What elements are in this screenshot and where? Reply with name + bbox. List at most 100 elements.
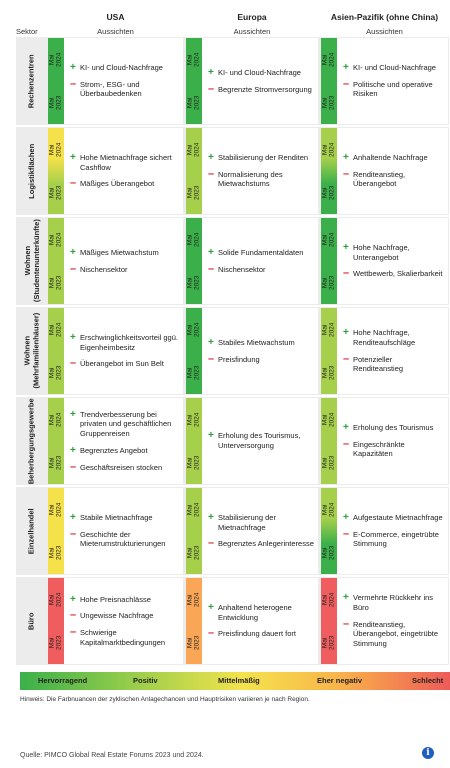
- outlook-cell: Mai 2024 Mai 2023 + Hohe Mietnachfrage sich…: [48, 128, 183, 214]
- year-label-text: Mai 2024: [321, 322, 335, 337]
- plus-icon: +: [208, 246, 214, 258]
- year-label-text: Mai 2024: [48, 412, 62, 427]
- year-label-text: Mai 2023: [186, 95, 200, 110]
- year-2023-label: Mai 2023: [186, 171, 202, 214]
- year-label-text: Mai 2024: [48, 502, 62, 517]
- year-2023-label: Mai 2023: [321, 351, 337, 394]
- year-label-text: Mai 2024: [186, 592, 200, 607]
- item-text: E-Commerce, eingetrübte Stimmung: [353, 529, 439, 549]
- outlook-cell: Mai 2024 Mai 2023 + KI- und Cloud-Nachfrage…: [321, 38, 448, 124]
- year-label-text: Mai 2024: [48, 52, 62, 67]
- item-text: Begrenzte Stromversorgung: [218, 84, 312, 94]
- cell-items: + Stabile Mietnachfrage – Geschichte der Mi…: [70, 488, 179, 574]
- opportunity-item: + Aufgestaute Mietnachfrage: [343, 512, 444, 523]
- risk-item: – Normalisierung des Mietwachstums: [208, 168, 314, 190]
- year-label-text: Mai 2024: [186, 52, 200, 67]
- outlook-cell: Mai 2024 Mai 2023 + Anhaltende Nachfrage – Re…: [321, 128, 448, 214]
- outlook-cell: Mai 2024 Mai 2023 + Vermehrte Rückkehr ins …: [321, 578, 448, 664]
- plus-icon: +: [343, 241, 349, 253]
- rating-bar: Mai 2024 Mai 2023: [48, 578, 64, 664]
- legend-label: Schlecht: [412, 676, 444, 685]
- year-label-text: Mai 2023: [186, 275, 200, 290]
- rating-bar: Mai 2024 Mai 2023: [48, 488, 64, 574]
- item-text: Erschwinglichkeitsvorteil ggü. Eigenheim…: [80, 332, 178, 352]
- plus-icon: +: [70, 408, 76, 420]
- year-2024-label: Mai 2024: [48, 38, 64, 81]
- plus-icon: +: [208, 511, 214, 523]
- outlook-cell: Mai 2024 Mai 2023 + Stabiles Mietwachstum – P…: [186, 308, 318, 394]
- year-label-text: Mai 2024: [321, 142, 335, 157]
- year-2024-label: Mai 2024: [186, 128, 202, 171]
- year-label-text: Mai 2024: [321, 592, 335, 607]
- outlook-cell: Mai 2024 Mai 2023 + Anhaltend heterogene En…: [186, 578, 318, 664]
- outlook-cell: Mai 2024 Mai 2023 + Erholung des Tourismus,…: [186, 398, 318, 484]
- risk-item: – E-Commerce, eingetrübte Stimmung: [343, 527, 444, 550]
- item-text: Solide Fundamentaldaten: [218, 247, 304, 257]
- item-text: Normalisierung des Mietwachstums: [218, 169, 283, 189]
- opportunity-item: + Solide Fundamentaldaten: [208, 246, 314, 258]
- year-label-text: Mai 2023: [48, 275, 62, 290]
- year-label-text: Mai 2023: [48, 545, 62, 560]
- year-label-text: Mai 2024: [186, 412, 200, 427]
- year-2024-label: Mai 2024: [48, 218, 64, 261]
- opportunity-item: + KI- und Cloud-Nachfrage: [343, 61, 444, 73]
- rating-bar: Mai 2024 Mai 2023: [186, 128, 202, 214]
- opportunity-item: + Trendverbesserung bei privaten und gesc…: [70, 408, 179, 439]
- info-icon[interactable]: i: [422, 747, 434, 759]
- outlook-cell: Mai 2024 Mai 2023 + Solide Fundamentaldaten…: [186, 218, 318, 304]
- rating-bar: Mai 2024 Mai 2023: [48, 308, 64, 394]
- opportunity-item: + Anhaltende Nachfrage: [343, 152, 444, 163]
- risk-item: – Eingeschränkte Kapazitäten: [343, 437, 444, 460]
- minus-icon: –: [208, 627, 215, 640]
- year-label-text: Mai 2023: [186, 185, 200, 200]
- item-text: Hohe Nachfrage, Renditeaufschläge: [353, 328, 416, 347]
- year-label-text: Mai 2023: [48, 365, 62, 380]
- item-text: Hohe Preisnachlässe: [80, 594, 151, 604]
- risk-item: – Begrenztes Anlegerinteresse: [208, 538, 314, 549]
- year-label-text: Mai 2023: [48, 455, 62, 470]
- risk-item: – Renditeanstieg, Überangebot: [343, 168, 444, 190]
- year-label-text: Mai 2023: [186, 635, 200, 650]
- year-2023-label: Mai 2023: [186, 531, 202, 574]
- year-2023-label: Mai 2023: [48, 531, 64, 574]
- item-text: Erholung des Tourismus: [353, 422, 434, 432]
- region-header-europa: Europa: [237, 12, 267, 22]
- item-text: Mäßiges Mietwachstum: [80, 247, 159, 257]
- item-text: Preisfindung dauert fort: [218, 629, 296, 639]
- outlook-cell: Mai 2024 Mai 2023 + Aufgestaute Mietnachfra…: [321, 488, 448, 574]
- year-2023-label: Mai 2023: [48, 441, 64, 484]
- rating-bar: Mai 2024 Mai 2023: [321, 218, 337, 304]
- plus-icon: +: [70, 593, 76, 605]
- year-label-text: Mai 2024: [186, 502, 200, 517]
- plus-icon: +: [343, 421, 349, 433]
- opportunity-item: + Hohe Nachfrage, Renditeaufschläge: [343, 328, 444, 348]
- rating-bar: Mai 2024 Mai 2023: [48, 38, 64, 124]
- cell-items: + Hohe Nachfrage, Renditeaufschläge – Poten…: [343, 308, 444, 394]
- minus-icon: –: [70, 460, 77, 473]
- item-text: KI- und Cloud-Nachfrage: [218, 67, 301, 77]
- outlook-cell: Mai 2024 Mai 2023 + Stabile Mietnachfrage – G…: [48, 488, 183, 574]
- year-2024-label: Mai 2024: [321, 488, 337, 531]
- plus-icon: +: [70, 511, 76, 523]
- rating-bar: Mai 2024 Mai 2023: [321, 398, 337, 484]
- header-sektor: Sektor: [16, 27, 38, 36]
- item-text: Überangebot im Sun Belt: [80, 359, 164, 369]
- year-label-text: Mai 2023: [48, 185, 62, 200]
- plus-icon: +: [343, 61, 349, 73]
- minus-icon: –: [70, 609, 77, 622]
- risk-item: – Geschäftsreisen stocken: [70, 460, 179, 473]
- rating-bar: Mai 2024 Mai 2023: [321, 578, 337, 664]
- opportunity-item: + Hohe Preisnachlässe: [70, 593, 179, 605]
- year-2023-label: Mai 2023: [321, 531, 337, 574]
- item-text: Stabile Mietnachfrage: [80, 512, 153, 522]
- minus-icon: –: [343, 437, 350, 450]
- minus-icon: –: [208, 262, 215, 275]
- minus-icon: –: [343, 527, 350, 540]
- year-2024-label: Mai 2024: [186, 38, 202, 81]
- risk-item: – Potenzieller Renditeanstieg: [343, 353, 444, 375]
- minus-icon: –: [343, 77, 350, 90]
- opportunity-item: + Vermehrte Rückkehr ins Büro: [343, 593, 444, 613]
- rating-bar: Mai 2024 Mai 2023: [321, 38, 337, 124]
- year-2024-label: Mai 2024: [321, 398, 337, 441]
- item-text: Anhaltend heterogene Entwicklung: [218, 602, 292, 622]
